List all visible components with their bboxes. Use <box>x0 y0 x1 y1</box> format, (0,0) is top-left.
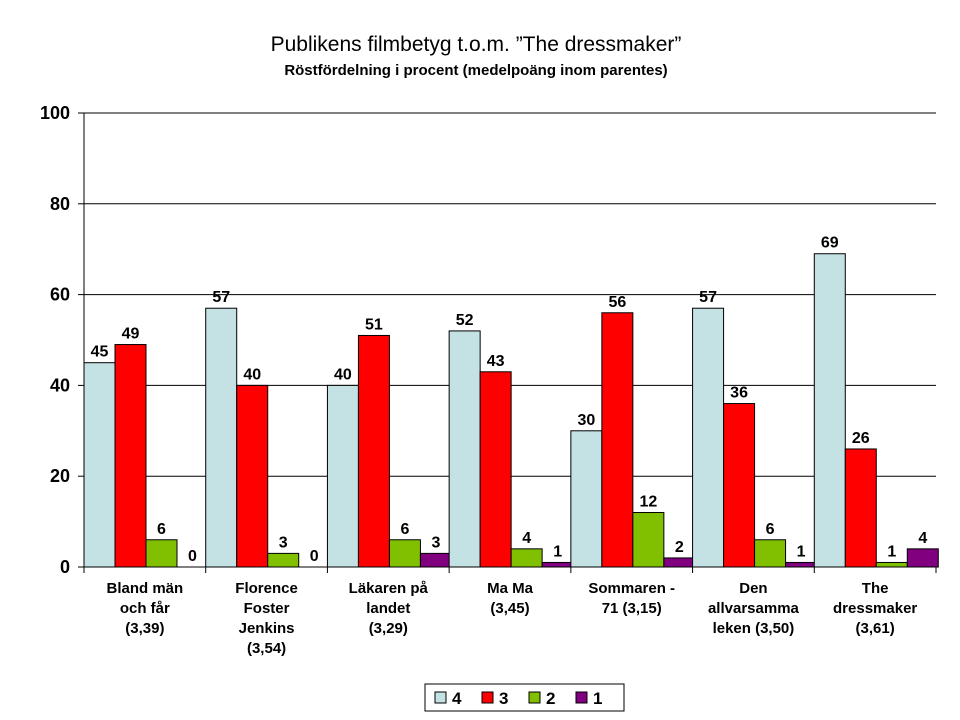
data-label: 2 <box>675 539 684 556</box>
data-label: 1 <box>797 543 806 560</box>
x-category-label: Florence <box>235 580 298 597</box>
bar <box>541 561 574 568</box>
x-category-label: Bland män <box>107 580 184 597</box>
y-tick-label: 80 <box>50 194 70 214</box>
y-tick-label: 100 <box>40 103 70 123</box>
bar <box>692 307 725 568</box>
data-label: 43 <box>487 353 505 370</box>
bar <box>632 512 665 568</box>
data-label: 56 <box>608 294 626 311</box>
data-label: 0 <box>310 548 319 565</box>
bar <box>906 548 939 568</box>
x-category-label: (3,29) <box>369 620 408 637</box>
axes <box>78 112 937 573</box>
data-label: 52 <box>456 312 474 329</box>
chart-title: Publikens filmbetyg t.o.m. ”The dressmak… <box>271 33 682 56</box>
data-label: 45 <box>91 344 109 361</box>
x-category-label: dressmaker <box>833 600 917 617</box>
bar <box>326 384 359 568</box>
data-label: 40 <box>334 366 352 383</box>
data-label: 6 <box>400 521 409 538</box>
x-category-label: landet <box>366 600 410 617</box>
data-label: 57 <box>699 289 717 306</box>
legend-label: 3 <box>499 689 508 708</box>
data-label: 3 <box>279 534 288 551</box>
bar <box>419 552 452 568</box>
data-label: 4 <box>918 530 927 547</box>
legend-swatch <box>434 691 447 704</box>
y-tick-label: 20 <box>50 466 70 486</box>
x-category-label: Foster <box>244 600 290 617</box>
bar <box>813 253 846 568</box>
data-label: 6 <box>766 521 775 538</box>
x-axis-categories: Bland män och får (3,39) Florence Foster Jenk… <box>107 580 918 657</box>
bar <box>145 539 178 568</box>
x-category-label: The <box>862 580 889 597</box>
x-category-label: leken (3,50) <box>713 620 795 637</box>
x-category-label: Jenkins <box>239 620 295 637</box>
bar <box>357 334 390 568</box>
x-category-label: (3,45) <box>490 600 529 617</box>
bar <box>844 448 877 568</box>
data-label: 1 <box>887 543 896 560</box>
bar <box>114 344 147 568</box>
data-label: 4 <box>522 530 531 547</box>
x-category-label: (3,39) <box>125 620 164 637</box>
legend-box <box>424 683 625 712</box>
data-label: 26 <box>852 430 870 447</box>
bars <box>83 253 939 568</box>
x-category-label: allvarsamma <box>708 600 800 617</box>
bar <box>448 330 481 568</box>
bar <box>785 561 818 568</box>
bar <box>83 362 116 568</box>
data-label: 51 <box>365 316 383 333</box>
x-category-label: Läkaren på <box>349 580 429 597</box>
bar <box>601 312 634 568</box>
data-label: 69 <box>821 235 839 252</box>
bar <box>663 557 696 568</box>
data-labels: 4549605740304051635243413056122573661692… <box>91 235 928 565</box>
x-category-label: och får <box>120 600 170 617</box>
legend-swatch <box>575 691 588 704</box>
legend: 4 3 2 1 <box>424 683 625 712</box>
bar <box>236 384 269 568</box>
legend-label: 4 <box>452 689 462 708</box>
data-label: 0 <box>188 548 197 565</box>
data-label: 36 <box>730 385 748 402</box>
x-category-label: 71 (3,15) <box>602 600 662 617</box>
data-label: 1 <box>553 543 562 560</box>
bar <box>479 371 512 568</box>
bar <box>754 539 787 568</box>
y-tick-label: 0 <box>60 557 70 577</box>
legend-swatch <box>528 691 541 704</box>
x-category-label: Sommaren - <box>588 580 675 597</box>
y-axis-ticks: 0 20 40 60 80 100 <box>40 103 70 577</box>
legend-label: 1 <box>593 689 602 708</box>
bar <box>267 552 300 568</box>
data-label: 12 <box>639 494 657 511</box>
y-tick-label: 40 <box>50 375 70 395</box>
bar <box>205 307 238 568</box>
data-label: 6 <box>157 521 166 538</box>
x-category-label: (3,61) <box>856 620 895 637</box>
legend-swatch <box>481 691 494 704</box>
data-label: 57 <box>212 289 230 306</box>
chart-subtitle: Röstfördelning i procent (medelpoäng ino… <box>284 62 667 79</box>
bar <box>510 548 543 568</box>
x-category-label: (3,54) <box>247 640 286 657</box>
bar <box>570 430 603 568</box>
bar <box>723 403 756 568</box>
y-tick-label: 60 <box>50 285 70 305</box>
x-category-label: Den <box>739 580 767 597</box>
data-label: 40 <box>243 366 261 383</box>
data-label: 30 <box>577 412 595 429</box>
legend-label: 2 <box>546 689 555 708</box>
bar <box>388 539 421 568</box>
x-category-label: Ma Ma <box>487 580 534 597</box>
data-label: 49 <box>122 326 140 343</box>
bar <box>875 561 908 568</box>
data-label: 3 <box>431 534 440 551</box>
